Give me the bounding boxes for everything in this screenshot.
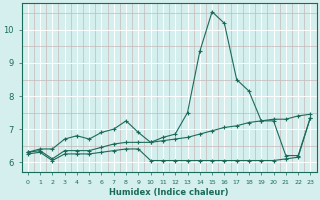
X-axis label: Humidex (Indice chaleur): Humidex (Indice chaleur) xyxy=(109,188,229,197)
